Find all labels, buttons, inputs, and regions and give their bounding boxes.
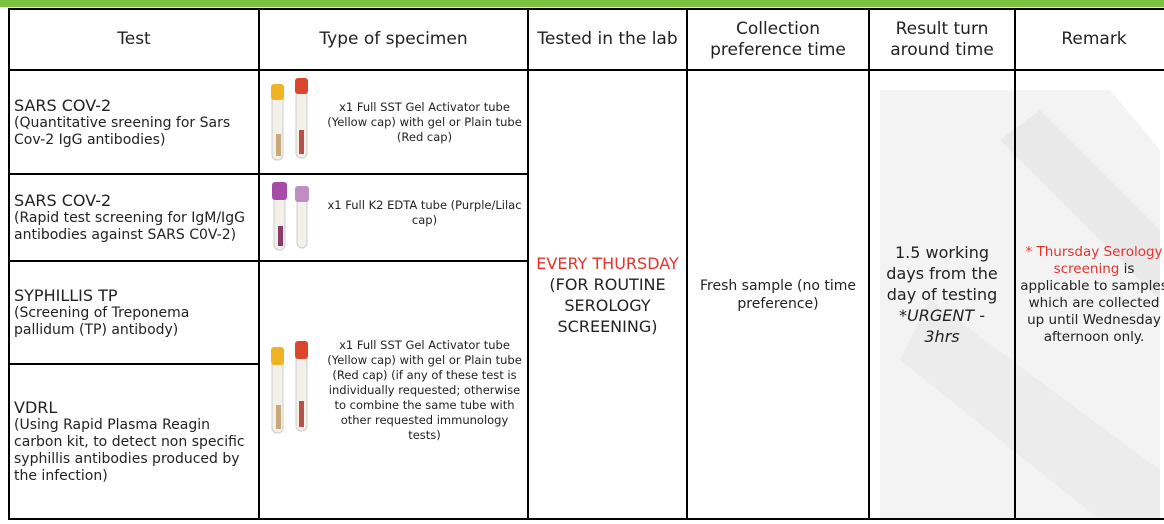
test-cell: SARS COV-2 (Quantitative sreening for Sar… (8, 69, 260, 175)
specimen-cell: x1 Full SST Gel Activator tube (Yellow c… (258, 260, 529, 520)
row: SARS COV-2 (Rapid test screening for IgM/… (8, 173, 1164, 262)
header-cell: Tested in the lab (527, 8, 688, 71)
lab-highlight: EVERY THURSDAY (536, 253, 679, 273)
row: SARS COV-2 (Quantitative sreening for Sar… (8, 69, 1164, 520)
test-name: SARS COV-2 (14, 95, 112, 115)
header-cell: Collection preference time (686, 8, 870, 71)
test-cell: SYPHILLIS TP (Screening of Treponema pall… (8, 260, 260, 365)
row: SYPHILLIS TP (Screening of Treponema pall… (8, 260, 1164, 520)
test-cell: VDRL (Using Rapid Plasma Reagin carbon ki… (8, 363, 260, 520)
header-cell: Remark (1014, 8, 1164, 71)
test-description: (Quantitative sreening for Sars Cov-2 Ig… (14, 114, 231, 148)
specimen-text: x1 Full SST Gel Activator tube (Yellow c… (327, 337, 522, 442)
row: VDRL (Using Rapid Plasma Reagin carbon ki… (8, 363, 1164, 520)
test-name: SARS COV-2 (14, 191, 112, 210)
lab-note: (FOR ROUTINE SEROLOGY SCREENING) (549, 274, 666, 336)
top-bar (0, 0, 1164, 7)
turnaround-urgent: *URGENT - 3hrs (899, 306, 985, 346)
header-cell: Type of specimen (258, 8, 529, 71)
header-cell: Test (8, 8, 260, 71)
header-row: Test Type of specimen Tested in the lab … (8, 8, 1164, 71)
specimen-text: x1 Full SST Gel Activator tube (Yellow c… (327, 99, 522, 144)
tube-image (271, 341, 308, 434)
test-cell: SARS COV-2 (Rapid test screening for IgM/… (8, 173, 260, 262)
test-description: (Using Rapid Plasma Reagin carbon kit, t… (14, 417, 245, 484)
tube-image (272, 181, 309, 250)
test-name: VDRL (14, 398, 58, 417)
remark-text: is applicable to samples which are colle… (1020, 260, 1164, 345)
specimen-cell: x1 Full K2 EDTA tube (Purple/Lilac cap) (258, 173, 529, 262)
test-name: SYPHILLIS TP (14, 286, 118, 305)
test-table: Test Type of specimen Tested in the lab … (8, 8, 1164, 520)
turnaround-cell: 1.5 working days from the day of testing… (868, 69, 1016, 520)
test-description: (Screening of Treponema pallidum (TP) an… (14, 305, 190, 338)
header-cell: Result turn around time (868, 8, 1016, 71)
test-description: (Rapid test screening for IgM/IgG antibo… (14, 210, 245, 243)
remark-highlight: * Thursday Serology screening (1025, 243, 1163, 277)
remark-cell: * Thursday Serology screening is applica… (1014, 69, 1164, 520)
turnaround-text: 1.5 working days from the day of testing (886, 243, 998, 304)
specimen-cell: x1 Full SST Gel Activator tube (Yellow c… (258, 69, 529, 175)
lab-cell: EVERY THURSDAY (FOR ROUTINE SEROLOGY SCRE… (527, 69, 688, 520)
table-wrap: Test Type of specimen Tested in the lab … (8, 8, 1164, 524)
collection-cell: Fresh sample (no time preference) (686, 69, 870, 520)
specimen-text: x1 Full K2 EDTA tube (Purple/Lilac cap) (327, 197, 522, 227)
tube-image (271, 78, 308, 161)
